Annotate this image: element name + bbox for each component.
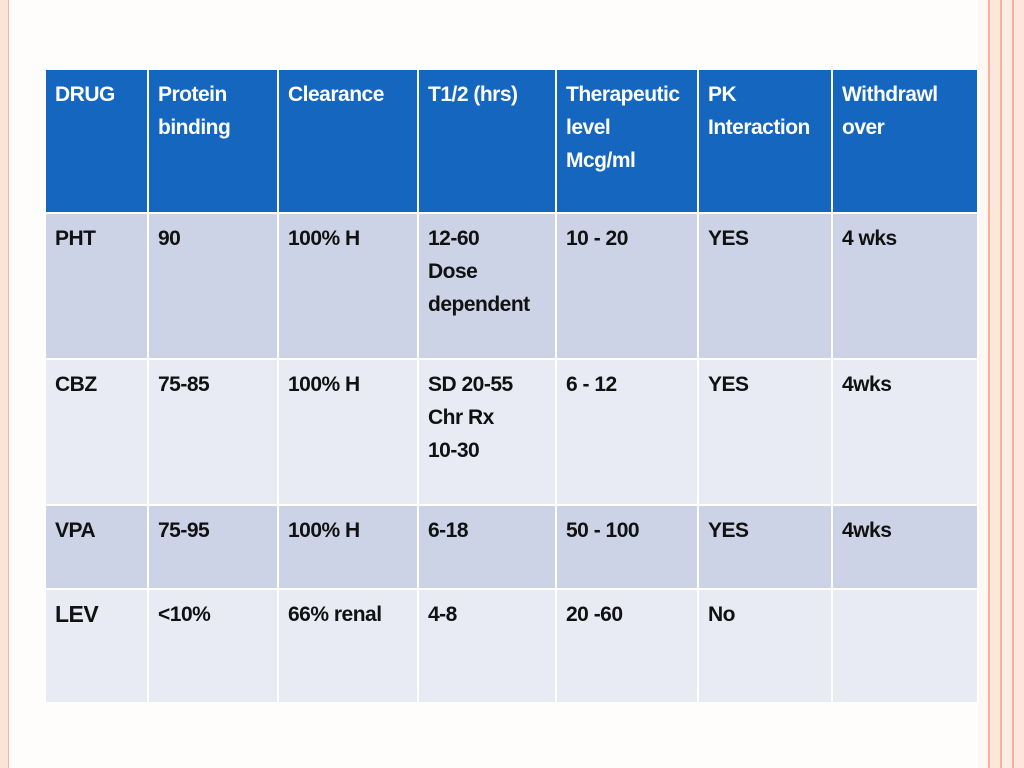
cell-therapeutic-level: 50 - 100 xyxy=(555,504,699,590)
header-drug: DRUG xyxy=(44,68,149,214)
cell-pk-interaction: YES xyxy=(697,358,833,506)
header-protein-binding: Protein binding xyxy=(147,68,279,214)
cell-pk-interaction: YES xyxy=(697,212,833,360)
header-half-life: T1/2 (hrs) xyxy=(417,68,557,214)
cell-protein-binding: 75-95 xyxy=(147,504,279,590)
cell-half-life: 6-18 xyxy=(417,504,557,590)
cell-drug: CBZ xyxy=(44,358,149,506)
cell-withdrawal xyxy=(831,588,979,704)
cell-protein-binding: 75-85 xyxy=(147,358,279,506)
header-withdrawal: Withdrawl over xyxy=(831,68,979,214)
cell-pk-interaction: YES xyxy=(697,504,833,590)
cell-therapeutic-level: 6 - 12 xyxy=(555,358,699,506)
header-clearance: Clearance xyxy=(277,68,419,214)
slide-right-border xyxy=(978,0,1024,768)
cell-half-life: SD 20-55 Chr Rx 10-30 xyxy=(417,358,557,506)
cell-drug: VPA xyxy=(44,504,149,590)
drug-comparison-table: DRUG Protein binding Clearance T1/2 (hrs… xyxy=(44,68,979,704)
header-row: DRUG Protein binding Clearance T1/2 (hrs… xyxy=(44,68,979,214)
cell-withdrawal: 4wks xyxy=(831,504,979,590)
header-pk-interaction: PK Interaction xyxy=(697,68,833,214)
cell-withdrawal: 4wks xyxy=(831,358,979,506)
cell-half-life: 12-60 Dose dependent xyxy=(417,212,557,360)
table-row: VPA 75-95 100% H 6-18 50 - 100 YES 4wks xyxy=(44,504,979,590)
cell-half-life: 4-8 xyxy=(417,588,557,704)
cell-therapeutic-level: 20 -60 xyxy=(555,588,699,704)
cell-drug: LEV xyxy=(44,588,149,704)
cell-pk-interaction: No xyxy=(697,588,833,704)
cell-protein-binding: <10% xyxy=(147,588,279,704)
table-row: LEV <10% 66% renal 4-8 20 -60 No xyxy=(44,588,979,704)
table-row: CBZ 75-85 100% H SD 20-55 Chr Rx 10-30 6… xyxy=(44,358,979,506)
cell-withdrawal: 4 wks xyxy=(831,212,979,360)
header-therapeutic-level: Therapeutic level Mcg/ml xyxy=(555,68,699,214)
cell-drug: PHT xyxy=(44,212,149,360)
cell-clearance: 100% H xyxy=(277,212,419,360)
cell-clearance: 66% renal xyxy=(277,588,419,704)
cell-therapeutic-level: 10 - 20 xyxy=(555,212,699,360)
cell-protein-binding: 90 xyxy=(147,212,279,360)
cell-clearance: 100% H xyxy=(277,358,419,506)
cell-clearance: 100% H xyxy=(277,504,419,590)
table-row: PHT 90 100% H 12-60 Dose dependent 10 - … xyxy=(44,212,979,360)
slide-left-border xyxy=(0,0,9,768)
